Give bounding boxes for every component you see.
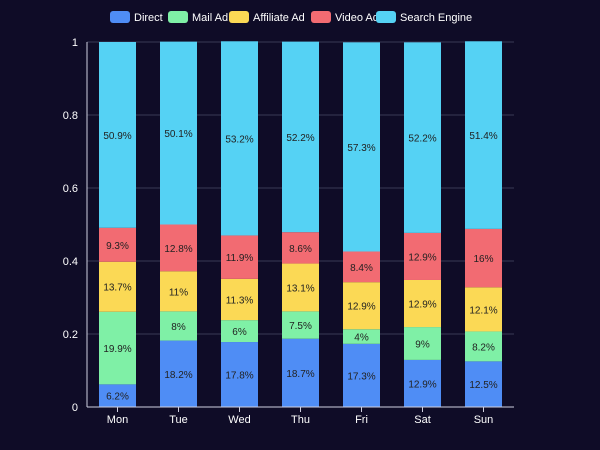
y-tick-label-5: 1: [72, 37, 78, 49]
bar-Fri-0: [343, 343, 380, 407]
bar-Mon-4: [99, 42, 136, 228]
legend-swatch-4: [376, 11, 396, 23]
bar-Thu-2: [282, 263, 319, 312]
bar-Thu-1: [282, 311, 319, 339]
legend-swatch-2: [229, 11, 249, 23]
data-label-Tue-3: 12.8%: [164, 244, 192, 255]
bar-Tue-2: [160, 271, 197, 312]
legend-label-4: Search Engine: [400, 12, 472, 24]
x-tick-label-4: Fri: [355, 414, 368, 426]
data-label-Thu-1: 7.5%: [289, 321, 312, 332]
x-tick-label-1: Tue: [169, 414, 188, 426]
bar-Mon-2: [99, 261, 136, 312]
data-label-Sun-0: 12.5%: [469, 380, 497, 391]
data-label-Fri-3: 8.4%: [350, 263, 373, 274]
chart-axes: 0 0.2 0.4 0.6 0.8 1 Mon Tue Wed Thu Fri Sat Sun: [63, 37, 514, 426]
bar-Wed-1: [221, 320, 258, 343]
bar-Sat-0: [404, 359, 441, 407]
data-label-Fri-1: 4%: [354, 333, 369, 344]
x-tick-label-0: Mon: [107, 414, 128, 426]
bar-Sun-3: [465, 228, 502, 288]
bar-Wed-0: [221, 342, 258, 407]
bar-Fri-1: [343, 329, 380, 344]
bar-Tue-1: [160, 311, 197, 341]
bar-Tue-3: [160, 224, 197, 272]
data-label-Wed-4: 53.2%: [225, 134, 253, 145]
legend-label-0: Direct: [134, 12, 163, 24]
bar-Thu-4: [282, 41, 319, 233]
legend-label-3: Video Ad: [335, 12, 379, 24]
chart-legend: Direct Mail Ad Affiliate Ad Video Ad Search …: [110, 11, 472, 24]
data-label-Sat-0: 12.9%: [408, 379, 436, 390]
bar-Thu-3: [282, 232, 319, 264]
y-tick-label-1: 0.2: [63, 329, 78, 341]
bar-Sat-4: [404, 42, 441, 233]
chart-bars: [99, 41, 502, 407]
bar-Sun-4: [465, 41, 502, 229]
data-label-Sun-2: 12.1%: [469, 305, 497, 316]
legend-swatch-3: [311, 11, 331, 23]
data-label-Mon-0: 6.2%: [106, 392, 129, 403]
data-label-Wed-1: 6%: [232, 327, 247, 338]
bar-Mon-0: [99, 384, 136, 407]
bar-Wed-2: [221, 278, 258, 321]
chart-data-labels: 6.2% 19.9% 13.7% 9.3% 50.9% 18.2% 8% 11% 12.8% 50…: [103, 129, 497, 403]
legend-label-1: Mail Ad: [192, 12, 228, 24]
bar-Tue-0: [160, 340, 197, 407]
bar-Wed-4: [221, 41, 258, 236]
data-label-Fri-2: 12.9%: [347, 302, 375, 313]
data-label-Thu-4: 52.2%: [286, 133, 314, 144]
bar-Wed-3: [221, 235, 258, 279]
data-label-Wed-2: 11.3%: [226, 296, 254, 307]
legend-swatch-1: [168, 11, 188, 23]
x-tick-label-3: Thu: [291, 414, 310, 426]
bar-Sat-3: [404, 232, 441, 280]
y-tick-label-0: 0: [72, 402, 78, 414]
bar-Mon-3: [99, 227, 136, 262]
data-label-Fri-0: 17.3%: [347, 371, 375, 382]
bar-Sat-1: [404, 327, 441, 360]
data-label-Sat-3: 12.9%: [408, 252, 436, 263]
y-tick-label-3: 0.6: [63, 183, 78, 195]
data-label-Sat-2: 12.9%: [408, 300, 436, 311]
data-label-Tue-1: 8%: [171, 322, 186, 333]
bar-Sun-0: [465, 361, 502, 407]
y-tick-label-2: 0.4: [63, 256, 78, 268]
data-label-Tue-2: 11%: [169, 287, 188, 298]
legend-swatch-0: [110, 11, 130, 23]
data-label-Sat-1: 9%: [415, 339, 430, 350]
bar-Fri-4: [343, 42, 380, 252]
x-tick-label-5: Sat: [414, 414, 431, 426]
data-label-Wed-0: 17.8%: [225, 371, 253, 382]
data-label-Sat-4: 52.2%: [408, 134, 436, 145]
data-label-Thu-2: 13.1%: [286, 283, 314, 294]
x-tick-label-2: Wed: [228, 414, 250, 426]
bar-Sat-2: [404, 279, 441, 328]
data-label-Sun-1: 8.2%: [472, 342, 495, 353]
data-label-Tue-4: 50.1%: [164, 129, 192, 140]
data-label-Mon-4: 50.9%: [103, 131, 131, 142]
bar-Sun-2: [465, 287, 502, 332]
bar-Fri-2: [343, 282, 380, 330]
data-label-Mon-2: 13.7%: [103, 283, 131, 294]
data-label-Mon-3: 9.3%: [106, 241, 129, 252]
data-label-Tue-0: 18.2%: [164, 370, 192, 381]
data-label-Mon-1: 19.9%: [103, 344, 131, 355]
legend-label-2: Affiliate Ad: [253, 12, 305, 24]
data-label-Wed-3: 11.9%: [226, 253, 254, 264]
data-label-Thu-0: 18.7%: [286, 369, 314, 380]
y-tick-label-4: 0.8: [63, 110, 78, 122]
data-label-Sun-3: 16%: [473, 254, 493, 265]
data-label-Sun-4: 51.4%: [469, 131, 497, 142]
data-label-Fri-4: 57.3%: [347, 143, 375, 154]
bar-Sun-1: [465, 331, 502, 362]
bar-Thu-0: [282, 338, 319, 407]
x-tick-label-6: Sun: [474, 414, 494, 426]
bar-Mon-1: [99, 311, 136, 385]
bar-Tue-4: [160, 41, 197, 225]
data-label-Thu-3: 8.6%: [289, 244, 312, 255]
bar-Fri-3: [343, 251, 380, 283]
